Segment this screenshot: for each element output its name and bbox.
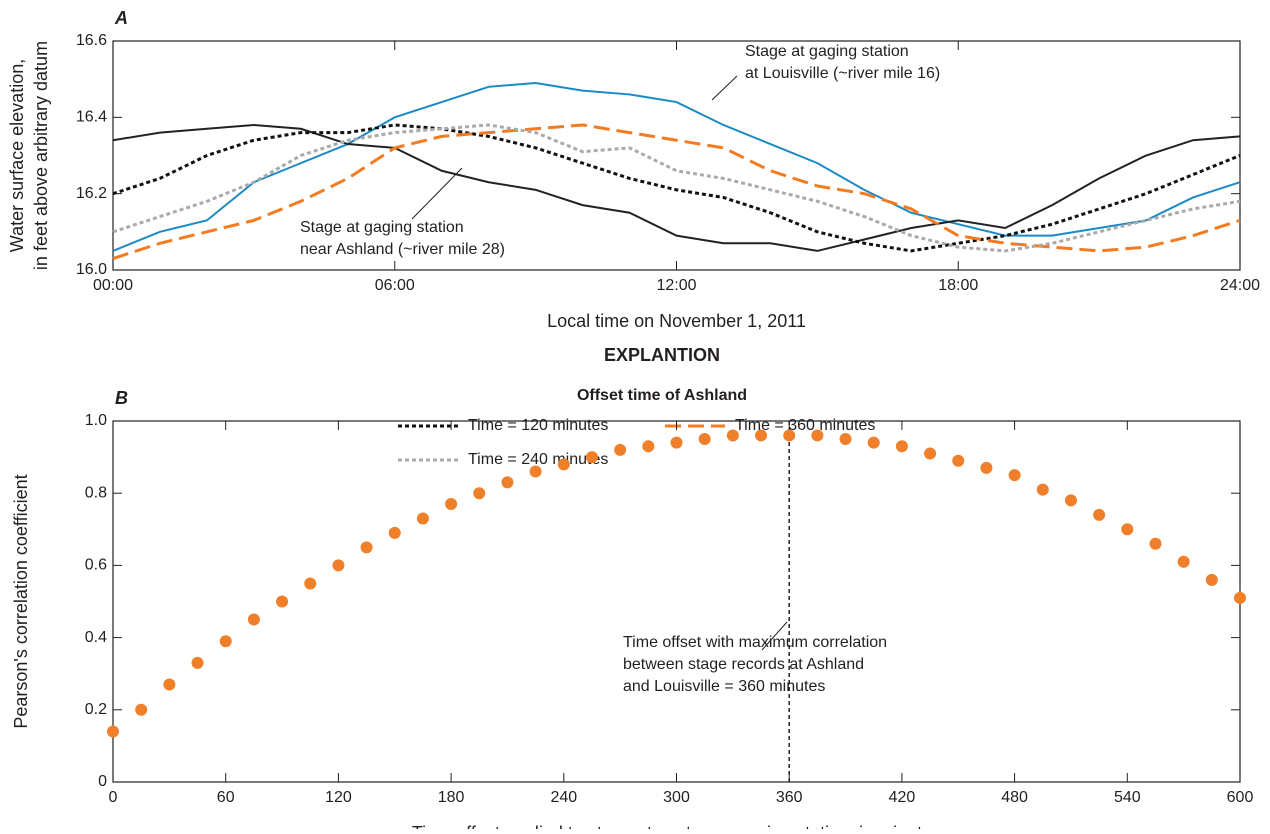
- x-tick-label: 18:00: [938, 277, 978, 294]
- legend-subtitle: Offset time of Ashland: [577, 387, 747, 404]
- data-point: [585, 451, 598, 464]
- data-point: [473, 487, 486, 500]
- legend-label: Time = 360 minutes: [735, 417, 875, 434]
- data-point: [416, 512, 429, 525]
- data-point: [304, 577, 317, 590]
- data-point: [755, 429, 768, 442]
- y-tick-label: 16.4: [76, 109, 107, 126]
- panel-label: B: [115, 388, 128, 408]
- data-point: [107, 725, 119, 738]
- data-point: [867, 436, 880, 449]
- data-point: [135, 703, 148, 716]
- data-point: [529, 465, 542, 478]
- data-point: [614, 443, 627, 456]
- y-tick-label: 1.0: [85, 412, 107, 429]
- data-point: [1064, 494, 1077, 507]
- y-axis-label: Water surface elevation,: [7, 59, 27, 252]
- annotation: between stage records at Ashland: [623, 656, 864, 673]
- x-tick-label: 360: [776, 789, 803, 806]
- data-line: [112, 123, 1241, 252]
- x-tick-label: 06:00: [375, 277, 415, 294]
- annotation: and Louisville = 360 minutes: [623, 678, 825, 695]
- data-point: [839, 433, 852, 446]
- data-point: [980, 461, 993, 474]
- data-line: [112, 81, 1241, 252]
- annotation: near Ashland (~river mile 28): [300, 241, 505, 258]
- x-axis-label: Local time on November 1, 2011: [547, 311, 806, 331]
- panel-label: A: [114, 8, 128, 28]
- data-point: [1093, 508, 1106, 521]
- x-tick-label: 24:00: [1220, 277, 1260, 294]
- annotation-leader: [761, 621, 788, 651]
- data-point: [360, 541, 373, 554]
- y-tick-label: 16.2: [76, 185, 107, 202]
- y-tick-label: 0.4: [85, 629, 107, 646]
- x-tick-label: 600: [1227, 789, 1254, 806]
- data-point: [1205, 573, 1218, 586]
- data-point: [388, 526, 401, 539]
- data-point: [163, 678, 176, 691]
- x-tick-label: 240: [550, 789, 577, 806]
- annotation: at Louisville (~river mile 16): [745, 65, 940, 82]
- data-point: [642, 440, 655, 453]
- data-point: [1177, 555, 1190, 568]
- y-tick-label: 0: [98, 773, 107, 790]
- data-point: [1036, 483, 1049, 496]
- annotation-leader: [711, 75, 738, 101]
- data-point: [726, 429, 739, 442]
- data-line: [112, 123, 1241, 253]
- y-tick-label: 0.8: [85, 484, 107, 501]
- x-tick-label: 0: [109, 789, 118, 806]
- x-tick-label: 60: [217, 789, 235, 806]
- data-point: [191, 656, 204, 669]
- data-point: [247, 613, 260, 626]
- x-tick-label: 420: [889, 789, 916, 806]
- data-point: [332, 559, 345, 572]
- data-point: [895, 440, 908, 453]
- y-tick-label: 16.6: [76, 32, 107, 49]
- data-point: [501, 476, 514, 489]
- legend-label: Time = 120 minutes: [468, 417, 608, 434]
- data-point: [1121, 523, 1134, 536]
- x-tick-label: 180: [438, 789, 465, 806]
- data-point: [445, 498, 458, 511]
- data-point: [557, 458, 570, 471]
- legend-title: EXPLANTION: [604, 345, 720, 365]
- data-point: [219, 635, 232, 648]
- data-line: [112, 123, 1241, 260]
- data-point: [670, 436, 683, 449]
- annotation-leader: [411, 167, 463, 220]
- data-point: [276, 595, 289, 608]
- data-line: [112, 123, 1241, 253]
- x-tick-label: 480: [1001, 789, 1028, 806]
- x-axis-label: Time offset applied to stage at upstream…: [412, 823, 941, 829]
- y-axis-label: in feet above arbitrary datum: [31, 41, 51, 270]
- data-point: [1008, 469, 1021, 482]
- x-tick-label: 120: [325, 789, 352, 806]
- annotation: Stage at gaging station: [300, 219, 464, 236]
- data-point: [783, 429, 796, 442]
- x-tick-label: 300: [663, 789, 690, 806]
- annotation: Time offset with maximum correlation: [623, 634, 887, 651]
- data-point: [1234, 591, 1246, 604]
- annotation: Stage at gaging station: [745, 43, 909, 60]
- data-point: [924, 447, 937, 460]
- x-tick-label: 540: [1114, 789, 1141, 806]
- data-point: [1149, 537, 1162, 550]
- y-tick-label: 0.2: [85, 701, 107, 718]
- data-point: [952, 454, 965, 467]
- data-point: [698, 433, 711, 446]
- y-axis-label: Pearson's correlation coefficient: [11, 474, 31, 728]
- x-tick-label: 12:00: [656, 277, 696, 294]
- data-point: [811, 429, 824, 442]
- y-tick-label: 16.0: [76, 261, 107, 278]
- y-tick-label: 0.6: [85, 557, 107, 574]
- x-tick-label: 00:00: [93, 277, 133, 294]
- legend-label: Time = 240 minutes: [468, 451, 608, 468]
